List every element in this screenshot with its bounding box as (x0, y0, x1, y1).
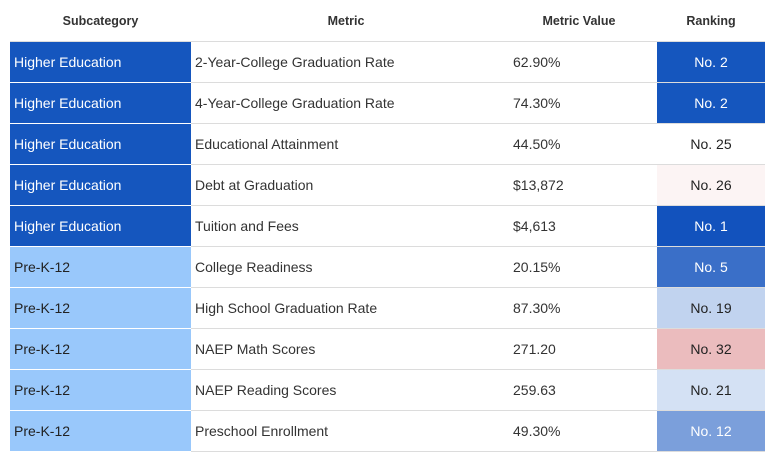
ranking-cell: No. 12 (657, 411, 765, 451)
header-subcategory[interactable]: Subcategory (62, 13, 139, 28)
table-row: Pre-K-12 NAEP Math Scores 271.20 No. 32 (10, 329, 765, 370)
metric-cell: Educational Attainment (195, 136, 339, 152)
table-row: Pre-K-12 Preschool Enrollment 49.30% No. 12 (10, 411, 765, 452)
table-row: Pre-K-12 College Readiness 20.15% No. 5 (10, 247, 765, 288)
ranking-cell: No. 25 (657, 124, 765, 164)
table-row: Higher Education 4-Year-College Graduatio… (10, 83, 765, 124)
subcategory-cell: Higher Education (10, 206, 191, 247)
rankings-table: Subcategory Metric Metric Value Ranking … (10, 0, 765, 452)
metric-value-cell: $13,872 (513, 177, 564, 193)
subcategory-cell: Higher Education (10, 124, 191, 165)
metric-value-cell: 62.90% (513, 54, 561, 70)
table-row: Pre-K-12 NAEP Reading Scores 259.63 No. 21 (10, 370, 765, 411)
subcategory-cell: Higher Education (10, 165, 191, 206)
table-row: Higher Education Debt at Graduation $13,87… (10, 165, 765, 206)
metric-cell: NAEP Math Scores (195, 341, 316, 357)
subcategory-cell: Pre-K-12 (10, 370, 191, 411)
subcategory-cell: Pre-K-12 (10, 247, 191, 288)
metric-cell: High School Graduation Rate (195, 300, 378, 316)
metric-value-cell: 74.30% (513, 95, 561, 111)
metric-value-cell: 87.30% (513, 300, 561, 316)
ranking-cell: No. 21 (657, 370, 765, 410)
metric-value-cell: 44.50% (513, 136, 561, 152)
metric-value-cell: $4,613 (513, 218, 556, 234)
table-header: Subcategory Metric Metric Value Ranking (10, 0, 765, 42)
ranking-cell: No. 26 (657, 165, 765, 205)
table-row: Higher Education Educational Attainment 44… (10, 124, 765, 165)
metric-cell: Debt at Graduation (195, 177, 314, 193)
header-ranking[interactable]: Ranking (686, 13, 736, 28)
metric-value-cell: 20.15% (513, 259, 561, 275)
metric-cell: Preschool Enrollment (195, 423, 329, 439)
table-row: Higher Education 2-Year-College Graduatio… (10, 42, 765, 83)
metric-value-cell: 271.20 (513, 341, 556, 357)
header-metric-value[interactable]: Metric Value (542, 13, 616, 28)
subcategory-cell: Pre-K-12 (10, 329, 191, 370)
metric-cell: NAEP Reading Scores (195, 382, 337, 398)
subcategory-cell: Pre-K-12 (10, 288, 191, 329)
subcategory-cell: Pre-K-12 (10, 411, 191, 452)
ranking-cell: No. 19 (657, 288, 765, 328)
ranking-cell: No. 5 (657, 247, 765, 287)
subcategory-cell: Higher Education (10, 83, 191, 124)
table-body: Higher Education 2-Year-College Graduatio… (10, 42, 765, 452)
subcategory-cell: Higher Education (10, 42, 191, 83)
metric-cell: Tuition and Fees (195, 218, 299, 234)
ranking-cell: No. 2 (657, 83, 765, 123)
metric-value-cell: 49.30% (513, 423, 561, 439)
table-row: Higher Education Tuition and Fees $4,613 No… (10, 206, 765, 247)
table-row: Pre-K-12 High School Graduation Rate 87.30… (10, 288, 765, 329)
ranking-cell: No. 2 (657, 42, 765, 82)
metric-value-cell: 259.63 (513, 382, 556, 398)
header-metric[interactable]: Metric (327, 13, 365, 28)
ranking-cell: No. 32 (657, 329, 765, 369)
ranking-cell: No. 1 (657, 206, 765, 246)
metric-cell: 2-Year-College Graduation Rate (195, 54, 395, 70)
metric-cell: College Readiness (195, 259, 313, 275)
metric-cell: 4-Year-College Graduation Rate (195, 95, 395, 111)
